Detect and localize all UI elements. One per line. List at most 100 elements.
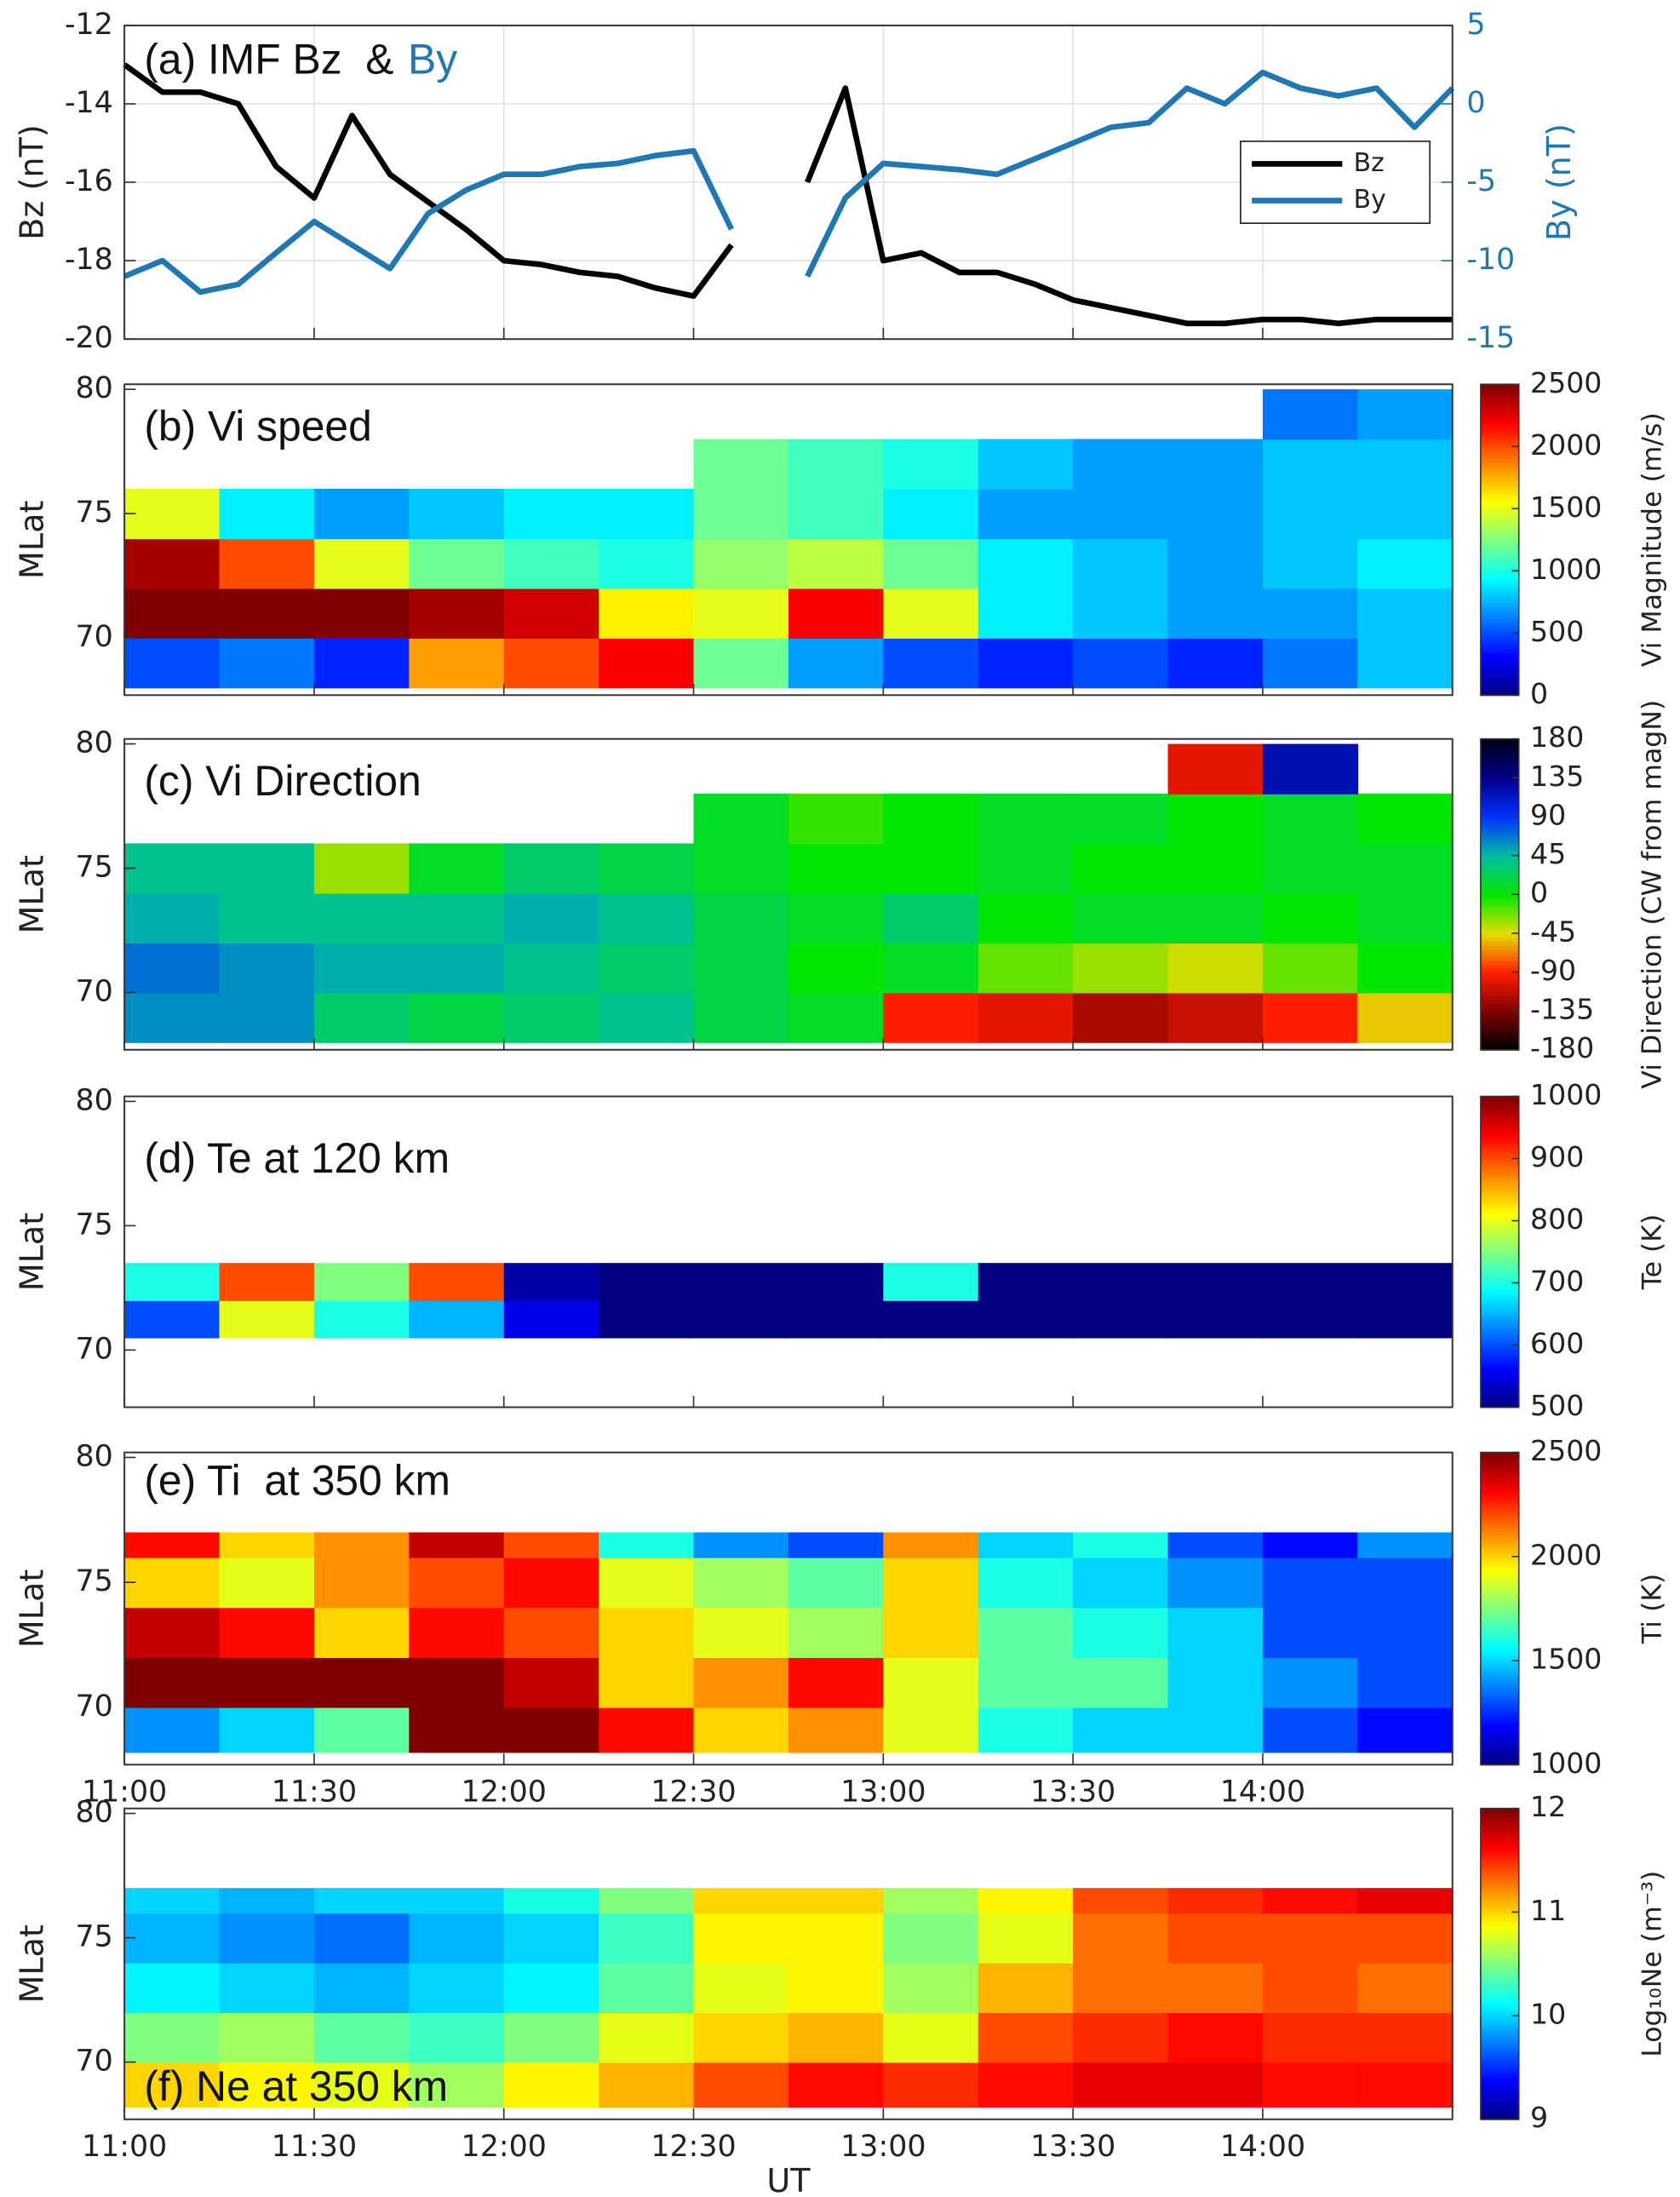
colorbar-slice [1480,501,1519,506]
colorbar-slice [1480,1190,1519,1195]
colorbar-slice [1480,1456,1519,1461]
colorbar-slice [1480,2061,1519,2066]
heatmap-cell [313,1263,410,1301]
colorbar-slice [1480,1146,1519,1152]
heatmap-cell [1357,892,1454,944]
colorbar-slice [1480,1757,1519,1762]
colorbar-slice [1480,1921,1519,1926]
x-tick-label: 11:30 [272,2130,357,2164]
colorbar-slice [1480,1317,1519,1323]
colorbar-slice [1480,1737,1519,1742]
heatmap-cell [1357,1657,1454,1708]
heatmap-cell [503,1888,599,1914]
colorbar-slice [1480,1952,1519,1958]
colorbar-slice [1480,2049,1519,2055]
colorbar-slice [1480,2111,1519,2117]
heatmap-cell [788,1263,885,1301]
colorbar-slice [1480,1376,1519,1381]
colorbar-slice [1480,979,1519,985]
colorbar-slice [1480,2026,1519,2031]
colorbar-slice [1480,781,1519,787]
heatmap-cell [693,1913,789,1964]
colorbar-slice [1480,450,1519,456]
heatmap-cell [1167,992,1264,1043]
colorbar-slice [1480,1718,1519,1723]
colorbar-frame [1480,1451,1520,1766]
heatmap-cell [313,488,410,540]
colorbar-slice [1480,1947,1519,1953]
heatmap-cell [1357,1962,1454,2014]
heatmap-cell [978,843,1074,894]
colorbar-slice [1480,886,1519,892]
colorbar-slice [1480,1154,1519,1160]
colorbar-slice [1480,578,1519,583]
colorbar-tick-label: 0 [1530,876,1548,909]
heatmap-cell [788,1607,885,1658]
colorbar-slice [1480,1213,1519,1218]
heatmap-cell [883,793,979,845]
heatmap-cell [599,892,695,944]
heatmap-cell [599,1888,695,1914]
heatmap-cell [883,2012,979,2063]
panel-title: (e) Ti at 350 km [144,1456,450,1504]
colorbar-slice [1480,1741,1519,1747]
heatmap-cell [788,2062,885,2108]
colorbar-slice [1480,758,1519,764]
colorbar-slice [1480,594,1519,599]
colorbar-slice [1480,1150,1519,1156]
heatmap-cell [503,1557,599,1609]
heatmap-cell [1357,843,1454,894]
panel-title: (f) Ne at 350 km [144,2062,448,2110]
heatmap-cell [124,943,221,994]
colorbar-tick-label: 800 [1530,1202,1584,1236]
colorbar-slice [1480,422,1519,428]
colorbar-slice [1480,1983,1519,1988]
colorbar-slice [1480,812,1519,817]
colorbar-slice [1480,1282,1519,1288]
heatmap-cell [693,2062,789,2108]
colorbar-slice [1480,1518,1519,1524]
colorbar-slice [1480,870,1519,876]
y2-tick-label: -15 [1466,321,1515,355]
colorbar-slice [1480,1399,1519,1404]
colorbar-slice [1480,2037,1519,2043]
heatmap-cell [978,943,1074,994]
colorbar-slice [1480,1991,1519,1996]
colorbar-slice [1480,462,1519,468]
y-tick-label: 75 [76,1564,113,1598]
x-axis-label: UT [766,2162,811,2197]
colorbar-slice [1480,2002,1519,2008]
colorbar-slice [1480,1862,1519,1868]
colorbar-slice [1480,1014,1519,1020]
heatmap-cell [503,1707,599,1753]
heatmap-cell [1357,488,1454,540]
heatmap-cell [599,843,695,894]
colorbar-slice [1480,399,1519,405]
heatmap-cell [883,1299,979,1339]
colorbar-slice [1480,1349,1519,1354]
colorbar-slice [1480,1659,1519,1665]
panel-title-text: (a) IMF Bz & [144,35,393,83]
colorbar-slice [1480,1329,1519,1334]
colorbar-slice [1480,1683,1519,1688]
heatmap-cell [1262,638,1359,689]
colorbar-slice [1480,1956,1519,1961]
colorbar-slice [1480,559,1519,565]
colorbar-slice [1480,1170,1519,1175]
colorbar-slice [1480,1855,1519,1861]
colorbar-tick-label: 11 [1530,1894,1566,1927]
heatmap-cell [1167,1962,1264,2014]
colorbar-slice [1480,1663,1519,1668]
colorbar-slice [1480,1557,1519,1563]
x-tick-label: 12:30 [651,2130,736,2164]
colorbar-slice [1480,902,1519,907]
heatmap-cell [1262,1557,1359,1609]
colorbar-slice [1480,1325,1519,1331]
colorbar-slice [1480,1305,1519,1311]
colorbar-label: Te (K) [1637,1214,1667,1291]
colorbar-slice [1480,1514,1519,1520]
colorbar-slice [1480,1259,1519,1265]
heatmap-cell [883,488,979,540]
heatmap-cell [1357,1888,1454,1914]
y-axis-label: MLat [13,1569,50,1649]
